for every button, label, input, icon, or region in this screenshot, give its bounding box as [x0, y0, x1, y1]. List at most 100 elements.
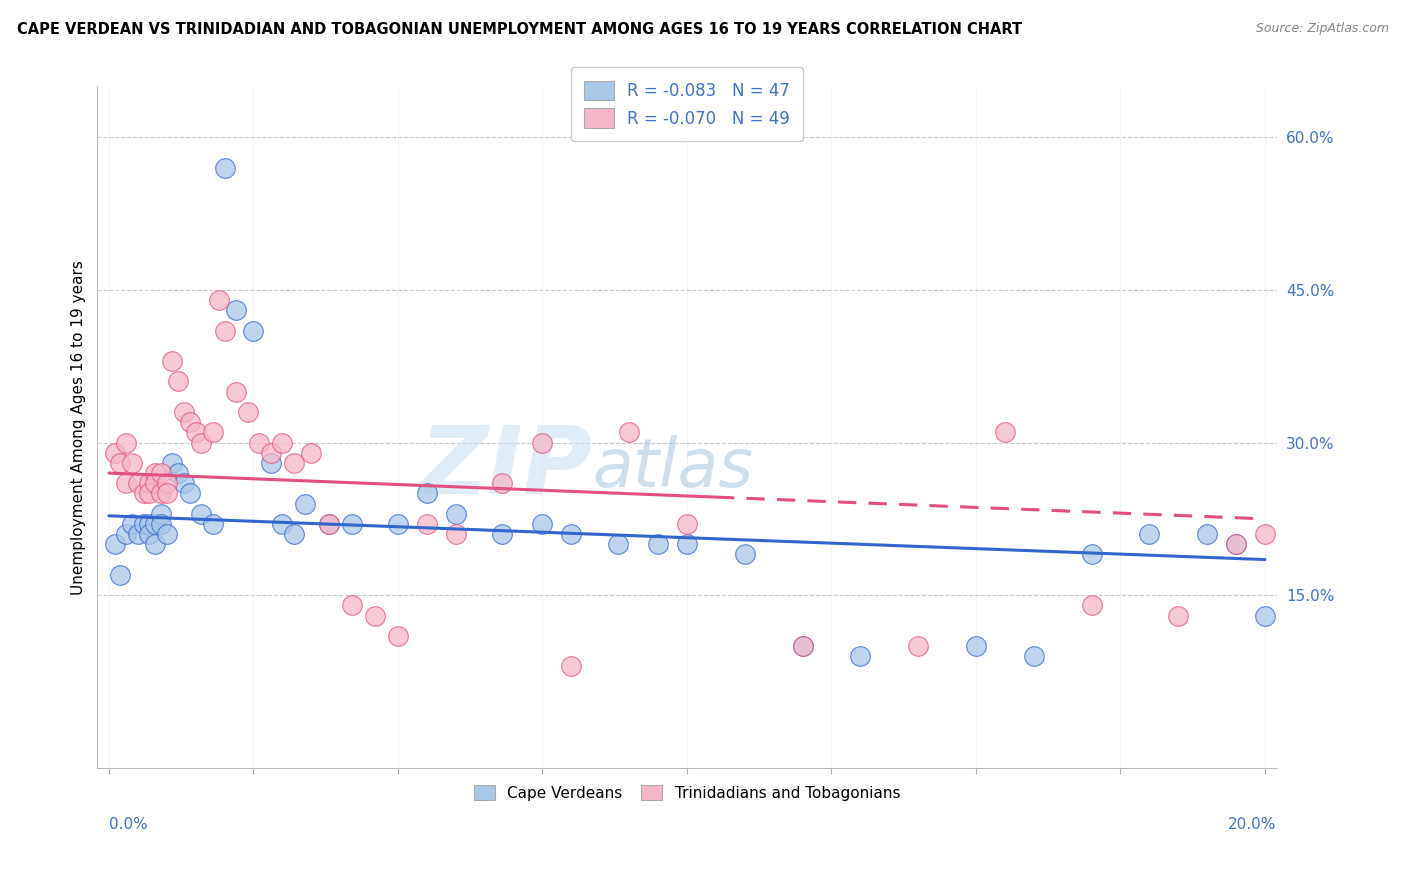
- Point: [1225, 537, 1247, 551]
- Point: [104, 537, 127, 551]
- Point: [444, 527, 467, 541]
- Point: [260, 446, 283, 460]
- Point: [849, 649, 872, 664]
- Point: [156, 476, 179, 491]
- Text: CAPE VERDEAN VS TRINIDADIAN AND TOBAGONIAN UNEMPLOYMENT AMONG AGES 16 TO 19 YEAR: CAPE VERDEAN VS TRINIDADIAN AND TOBAGONI…: [17, 22, 1022, 37]
- Point: [965, 639, 987, 653]
- Point: [676, 516, 699, 531]
- Point: [318, 516, 340, 531]
- Point: [149, 486, 172, 500]
- Point: [283, 456, 305, 470]
- Point: [560, 659, 582, 673]
- Point: [318, 516, 340, 531]
- Point: [201, 516, 224, 531]
- Point: [1254, 608, 1277, 623]
- Point: [299, 446, 322, 460]
- Point: [156, 527, 179, 541]
- Point: [792, 639, 814, 653]
- Point: [242, 324, 264, 338]
- Point: [214, 161, 236, 175]
- Point: [1080, 599, 1102, 613]
- Point: [127, 476, 149, 491]
- Point: [1254, 527, 1277, 541]
- Text: 20.0%: 20.0%: [1229, 817, 1277, 832]
- Point: [676, 537, 699, 551]
- Point: [994, 425, 1017, 440]
- Point: [173, 405, 195, 419]
- Point: [179, 415, 201, 429]
- Point: [138, 516, 160, 531]
- Text: atlas: atlas: [592, 435, 754, 501]
- Point: [491, 527, 513, 541]
- Point: [138, 486, 160, 500]
- Point: [190, 435, 212, 450]
- Point: [271, 435, 294, 450]
- Point: [143, 466, 166, 480]
- Point: [115, 527, 138, 541]
- Point: [143, 537, 166, 551]
- Point: [167, 466, 190, 480]
- Point: [143, 516, 166, 531]
- Point: [162, 354, 184, 368]
- Point: [162, 456, 184, 470]
- Point: [647, 537, 669, 551]
- Point: [225, 303, 247, 318]
- Point: [149, 507, 172, 521]
- Point: [208, 293, 231, 307]
- Text: Source: ZipAtlas.com: Source: ZipAtlas.com: [1256, 22, 1389, 36]
- Point: [491, 476, 513, 491]
- Point: [104, 446, 127, 460]
- Point: [225, 384, 247, 399]
- Point: [1197, 527, 1219, 541]
- Point: [907, 639, 929, 653]
- Point: [294, 497, 316, 511]
- Point: [792, 639, 814, 653]
- Point: [149, 516, 172, 531]
- Point: [260, 456, 283, 470]
- Point: [617, 425, 640, 440]
- Point: [364, 608, 387, 623]
- Point: [1225, 537, 1247, 551]
- Point: [143, 476, 166, 491]
- Point: [247, 435, 270, 450]
- Y-axis label: Unemployment Among Ages 16 to 19 years: Unemployment Among Ages 16 to 19 years: [72, 260, 86, 595]
- Point: [167, 375, 190, 389]
- Point: [110, 567, 132, 582]
- Point: [121, 456, 143, 470]
- Point: [1167, 608, 1189, 623]
- Point: [173, 476, 195, 491]
- Point: [734, 548, 756, 562]
- Point: [179, 486, 201, 500]
- Point: [416, 486, 439, 500]
- Point: [416, 516, 439, 531]
- Point: [387, 516, 409, 531]
- Point: [110, 456, 132, 470]
- Legend: Cape Verdeans, Trinidadians and Tobagonians: Cape Verdeans, Trinidadians and Tobagoni…: [467, 777, 908, 808]
- Point: [531, 435, 554, 450]
- Point: [340, 599, 363, 613]
- Point: [283, 527, 305, 541]
- Point: [387, 629, 409, 643]
- Point: [1080, 548, 1102, 562]
- Point: [606, 537, 628, 551]
- Point: [214, 324, 236, 338]
- Point: [127, 527, 149, 541]
- Text: 0.0%: 0.0%: [108, 817, 148, 832]
- Point: [1022, 649, 1045, 664]
- Text: ZIP: ZIP: [420, 422, 592, 514]
- Point: [149, 466, 172, 480]
- Point: [121, 516, 143, 531]
- Point: [1137, 527, 1160, 541]
- Point: [115, 435, 138, 450]
- Point: [115, 476, 138, 491]
- Point: [156, 486, 179, 500]
- Point: [444, 507, 467, 521]
- Point: [271, 516, 294, 531]
- Point: [132, 516, 155, 531]
- Point: [201, 425, 224, 440]
- Point: [132, 486, 155, 500]
- Point: [190, 507, 212, 521]
- Point: [184, 425, 207, 440]
- Point: [138, 476, 160, 491]
- Point: [531, 516, 554, 531]
